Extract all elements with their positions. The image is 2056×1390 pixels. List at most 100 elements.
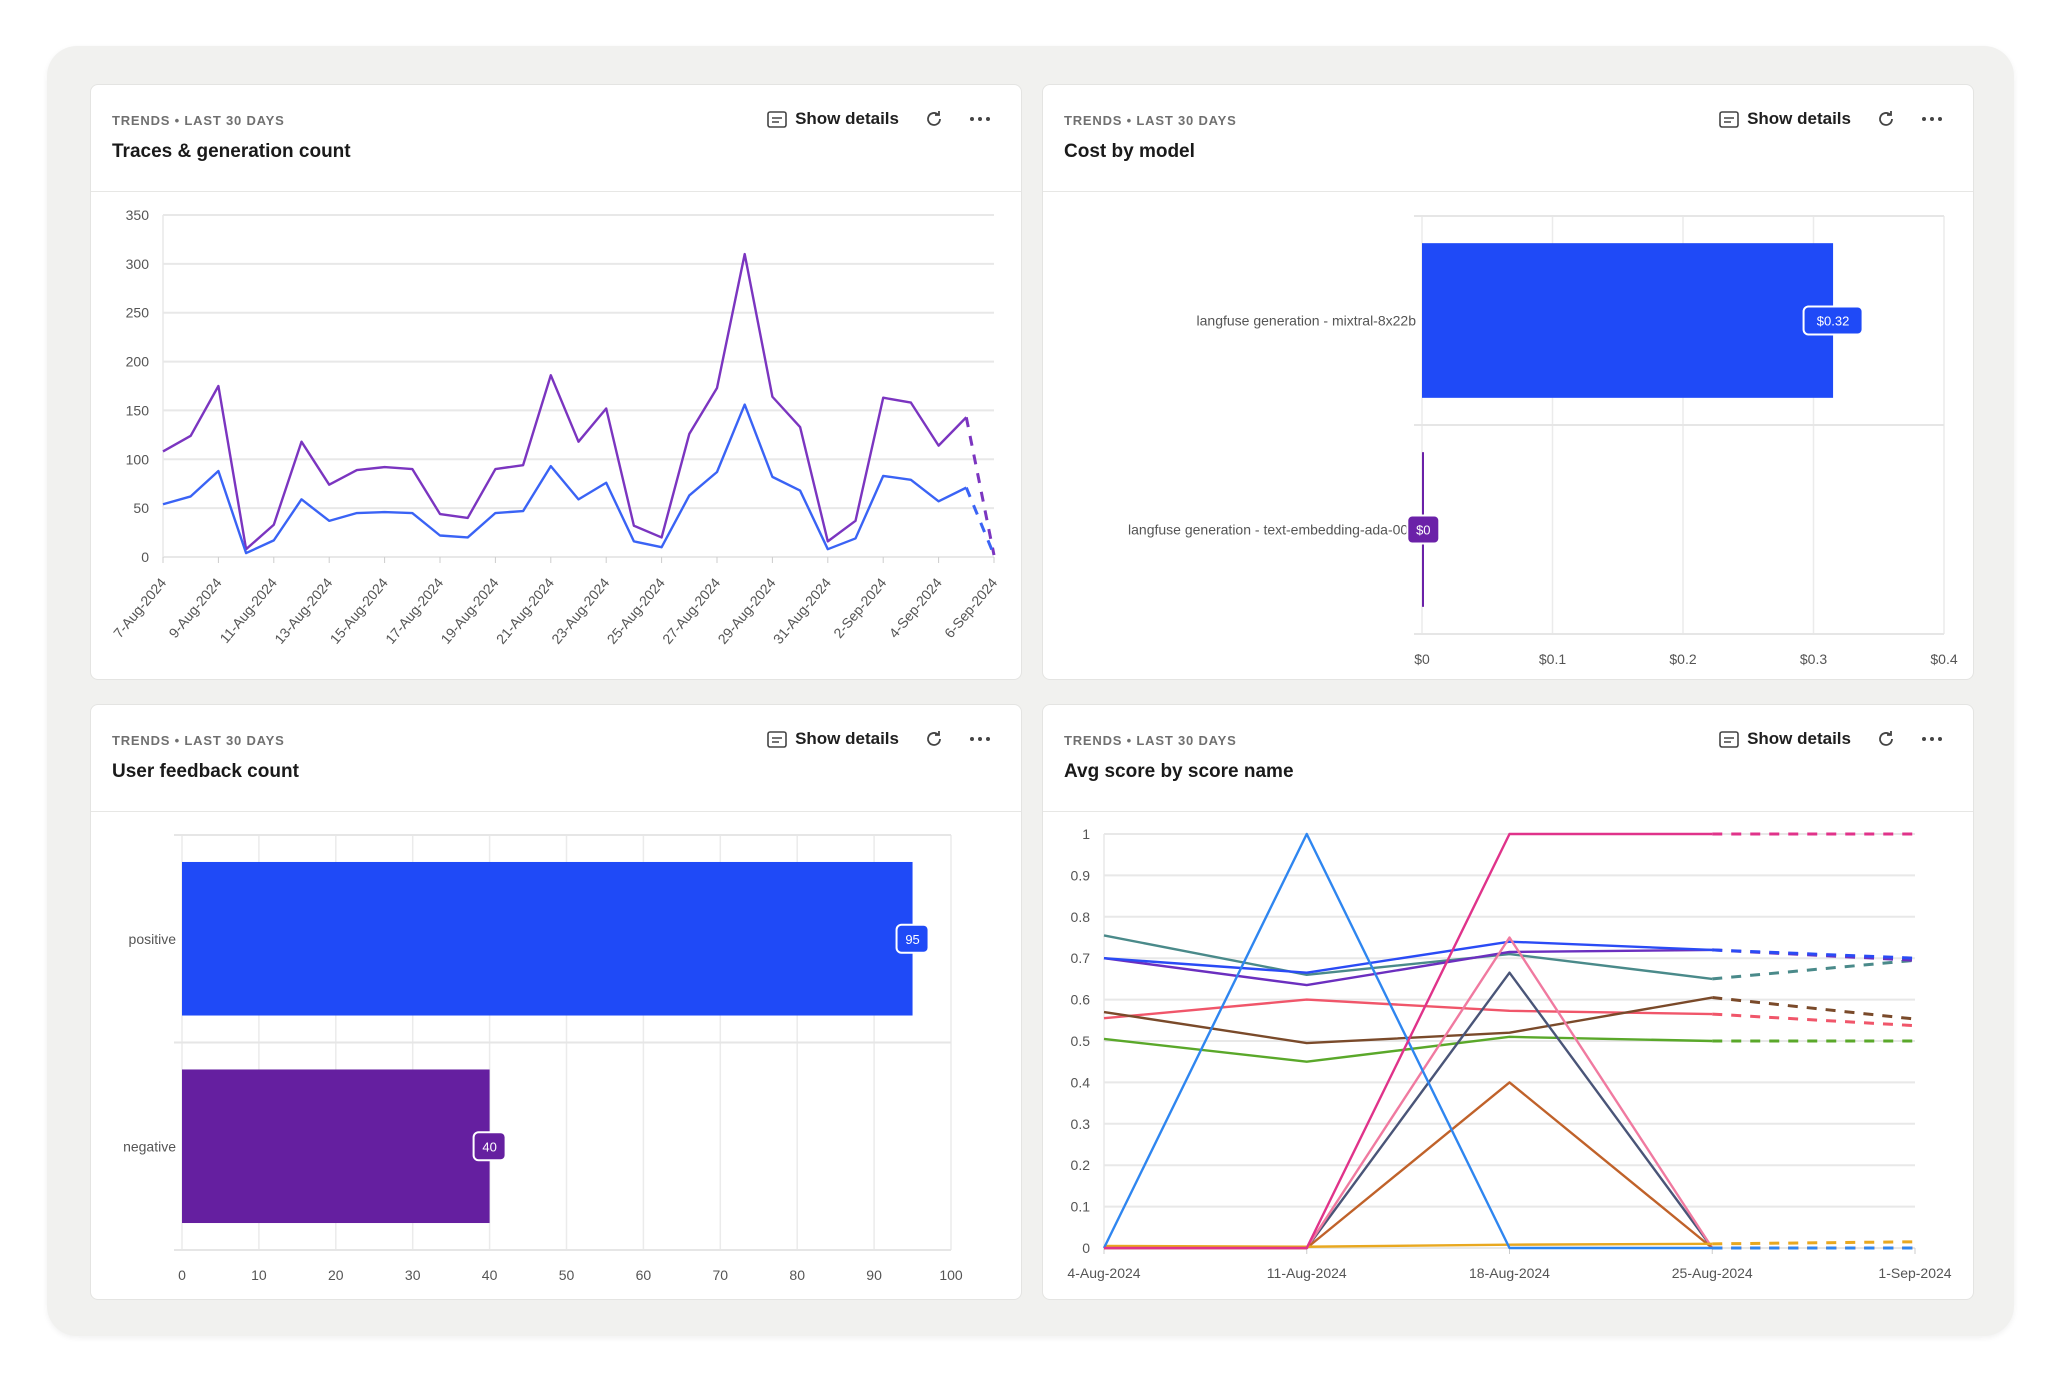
x-tick-label: 0: [178, 1267, 186, 1283]
category-label: positive: [129, 931, 177, 947]
x-tick-label: 31-Aug-2024: [770, 574, 834, 646]
card-label: TRENDS • LAST 30 DAYS: [1064, 113, 1237, 128]
bar: [182, 1069, 490, 1224]
series-line-forecast: [1712, 1012, 1916, 1028]
refresh-icon[interactable]: [925, 110, 943, 128]
x-tick-label: 6-Sep-2024: [941, 574, 1000, 640]
traces-line-chart: 0 50 100 150 200 250 300 350 7-Aug-20249-Aug-202…: [110, 207, 1000, 647]
show-details-label: Show details: [795, 109, 899, 128]
y-tick-label: 0.4: [1071, 1074, 1091, 1090]
x-tick-label: 25-Aug-2024: [1672, 1265, 1753, 1281]
y-tick-label: 100: [126, 451, 150, 467]
refresh-icon[interactable]: [925, 730, 943, 748]
show-details-label: Show details: [795, 729, 899, 748]
avg-score-line-chart: 0 0.1 0.2 0.3 0.4 0.5 0.6 0.7 0.8 0.9 1 4-Aug-2024 1…: [1067, 826, 1951, 1281]
x-tick-label: 20: [328, 1267, 344, 1283]
x-tick-label: 40: [482, 1267, 498, 1283]
more-horizontal-icon[interactable]: [969, 736, 991, 742]
series-line-forecast: [1712, 996, 1916, 1021]
card-title: Cost by model: [1064, 141, 1195, 162]
card-header: TRENDS • LAST 30 DAYS Avg score by score…: [1043, 705, 1973, 812]
traces-generation-card: TRENDS • LAST 30 DAYS Traces & generatio…: [90, 84, 1022, 680]
series-line-forecast: [1712, 1240, 1916, 1246]
card-header: TRENDS • LAST 30 DAYS Cost by model Show…: [1043, 85, 1973, 192]
y-tick-label: 0.2: [1071, 1157, 1091, 1173]
y-tick-label: 350: [126, 207, 150, 223]
card-label: TRENDS • LAST 30 DAYS: [112, 733, 285, 748]
series-line: [162, 403, 967, 555]
refresh-icon[interactable]: [1877, 110, 1895, 128]
show-details-label: Show details: [1747, 729, 1851, 748]
bar: [182, 861, 913, 1016]
more-horizontal-icon[interactable]: [1921, 736, 1943, 742]
card-title: Traces & generation count: [112, 141, 351, 162]
series-line: [1103, 998, 1713, 1020]
series-line: [1103, 996, 1713, 1045]
card-header: TRENDS • LAST 30 DAYS Traces & generatio…: [91, 85, 1021, 192]
y-tick-label: 250: [126, 305, 150, 321]
x-tick-label: 50: [559, 1267, 575, 1283]
x-tick-label: $0.2: [1669, 651, 1696, 667]
series-line: [162, 252, 968, 551]
card-title: Avg score by score name: [1064, 761, 1294, 782]
x-tick-label: 30: [405, 1267, 421, 1283]
x-tick-label: 11-Aug-2024: [216, 574, 280, 646]
more-horizontal-icon[interactable]: [1921, 116, 1943, 122]
series-line: [1103, 948, 1713, 987]
show-details-button[interactable]: Show details: [1719, 109, 1851, 129]
value-badge: [1406, 514, 1441, 545]
show-details-button[interactable]: Show details: [767, 109, 899, 129]
x-tick-label: $0.3: [1800, 651, 1827, 667]
category-label: langfuse generation - text-embedding-ada…: [1128, 522, 1416, 538]
y-tick-label: 300: [126, 256, 150, 272]
value-badge: [895, 923, 930, 954]
series-line-forecast: [964, 487, 996, 556]
x-tick-label: 2-Sep-2024: [830, 574, 889, 640]
x-tick-label: 9-Aug-2024: [165, 574, 224, 640]
details-card-icon: [767, 110, 787, 128]
x-tick-label: 80: [789, 1267, 805, 1283]
series-line: [1103, 940, 1713, 974]
y-tick-label: 1: [1082, 826, 1090, 842]
details-card-icon: [1719, 110, 1739, 128]
x-tick-label: 4-Aug-2024: [1067, 1265, 1140, 1281]
x-tick-label: 1-Sep-2024: [1878, 1265, 1951, 1281]
series-line: [1103, 1242, 1713, 1248]
y-tick-label: 0.6: [1071, 992, 1091, 1008]
user-feedback-card: TRENDS • LAST 30 DAYS User feedback coun…: [90, 704, 1022, 1300]
x-tick-label: 10: [251, 1267, 267, 1283]
y-tick-label: 200: [126, 354, 150, 370]
cost-bar-chart: $0 $0.1 $0.2 $0.3 $0.4 langfuse generation - …: [1128, 215, 1958, 667]
series-line: [1104, 832, 1713, 1250]
y-tick-label: 50: [133, 500, 149, 516]
show-details-button[interactable]: Show details: [767, 729, 899, 749]
y-tick-label: 0.7: [1071, 950, 1091, 966]
y-tick-label: 150: [126, 402, 150, 418]
series-line-forecast: [1712, 948, 1916, 960]
card-title: User feedback count: [112, 761, 299, 782]
y-tick-label: 0.8: [1071, 909, 1091, 925]
series-line-forecast: [964, 416, 996, 556]
value-label: $0: [1416, 523, 1430, 538]
x-tick-label: 7-Aug-2024: [110, 574, 169, 640]
y-tick-label: 0: [1082, 1240, 1090, 1256]
value-label: 95: [905, 932, 919, 947]
y-tick-label: 0: [141, 549, 149, 565]
refresh-icon[interactable]: [1877, 730, 1895, 748]
x-tick-label: 100: [939, 1267, 963, 1283]
show-details-label: Show details: [1747, 109, 1851, 128]
card-header: TRENDS • LAST 30 DAYS User feedback coun…: [91, 705, 1021, 812]
x-tick-label: 70: [713, 1267, 729, 1283]
y-tick-label: 0.9: [1071, 867, 1091, 883]
bar: [1422, 243, 1834, 398]
x-tick-label: 18-Aug-2024: [1469, 1265, 1550, 1281]
x-tick-label: $0.4: [1930, 651, 1957, 667]
category-label: negative: [123, 1138, 176, 1154]
y-tick-label: 0.3: [1071, 1116, 1091, 1132]
x-tick-label: $0.1: [1539, 651, 1566, 667]
avg-score-card: TRENDS • LAST 30 DAYS Avg score by score…: [1042, 704, 1974, 1300]
show-details-button[interactable]: Show details: [1719, 729, 1851, 749]
value-label: $0.32: [1817, 314, 1850, 329]
more-horizontal-icon[interactable]: [969, 116, 991, 122]
details-card-icon: [767, 730, 787, 748]
